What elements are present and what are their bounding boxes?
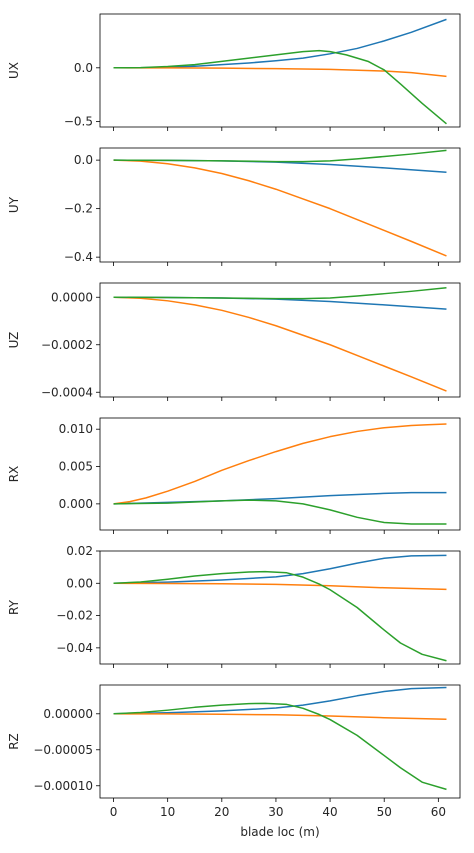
- axes-frame: [99, 282, 461, 398]
- subplot-uz: −0.0004 −0.0002 0.0000 UZ: [7, 282, 461, 401]
- series-line-1: [113, 491, 447, 505]
- y-axis-label: RX: [7, 466, 21, 483]
- y-tick-label: 0.0000: [51, 290, 93, 304]
- y-axis-label: UX: [7, 62, 21, 79]
- y-tick-label: 0.0: [74, 61, 93, 75]
- y-tick-label: −0.00005: [33, 743, 93, 757]
- y-tick-label: 0.000: [59, 497, 93, 511]
- series-line-3: [113, 702, 447, 791]
- series-line-2: [113, 423, 447, 505]
- y-axis-label: RZ: [7, 733, 21, 750]
- x-tick-label: 10: [160, 805, 175, 819]
- series-line-2: [113, 296, 447, 392]
- axes-frame: [99, 147, 461, 263]
- series-line-2: [113, 713, 447, 720]
- y-tick-label: 0.010: [59, 422, 93, 436]
- y-axis-label: RY: [7, 599, 21, 615]
- series-line-3: [113, 287, 447, 300]
- subplot-uy: −0.4 −0.2 0.0 UY: [7, 147, 461, 266]
- y-tick-label: 0.00000: [43, 707, 93, 721]
- y-tick-label: 0.0: [74, 153, 93, 167]
- y-tick-label: −0.0002: [41, 338, 93, 352]
- series-line-2: [113, 67, 447, 78]
- y-tick-label: −0.2: [64, 202, 93, 216]
- series-line-1: [113, 554, 447, 585]
- x-axis-label: blade loc (m): [240, 825, 319, 839]
- series-line-3: [113, 499, 447, 525]
- series-line-3: [113, 49, 447, 125]
- subplot-ry: −0.04 −0.02 0.00 0.02 RY: [7, 544, 461, 668]
- axes-frame: [99, 550, 461, 665]
- x-tick-label: 30: [268, 805, 283, 819]
- subplot-rx: 0.000 0.005 0.010 RX: [7, 417, 461, 534]
- y-tick-label: −0.02: [56, 609, 93, 623]
- axes-frame: [99, 13, 461, 128]
- y-tick-label: −0.5: [64, 115, 93, 129]
- series-line-2: [113, 582, 447, 591]
- subplot-ux: −0.5 0.0 UX: [7, 13, 461, 131]
- x-tick-label: 20: [214, 805, 229, 819]
- y-tick-label: 0.005: [59, 460, 93, 474]
- y-tick-label: 0.02: [66, 544, 93, 558]
- y-tick-label: −0.4: [64, 250, 93, 264]
- y-tick-label: 0.00: [66, 576, 93, 590]
- x-tick-label: 50: [377, 805, 392, 819]
- y-tick-label: −0.0004: [41, 385, 93, 399]
- y-tick-label: −0.04: [56, 641, 93, 655]
- y-axis-label: UY: [7, 196, 21, 213]
- subplot-rz: −0.00010 −0.00005 0.00000 0 10 20 30 40 50 60 RZ bl…: [7, 684, 461, 839]
- axes-frame: [99, 684, 461, 799]
- x-tick-label: 0: [110, 805, 118, 819]
- y-tick-label: −0.00010: [33, 779, 93, 793]
- y-axis-label: UZ: [7, 332, 21, 349]
- series-line-1: [113, 686, 447, 715]
- x-tick-label: 60: [431, 805, 446, 819]
- series-line-3: [113, 149, 447, 163]
- axes-frame: [99, 417, 461, 531]
- series-line-2: [113, 159, 447, 257]
- series-line-3: [113, 570, 447, 662]
- x-tick-label: 40: [322, 805, 337, 819]
- series-line-1: [113, 18, 447, 69]
